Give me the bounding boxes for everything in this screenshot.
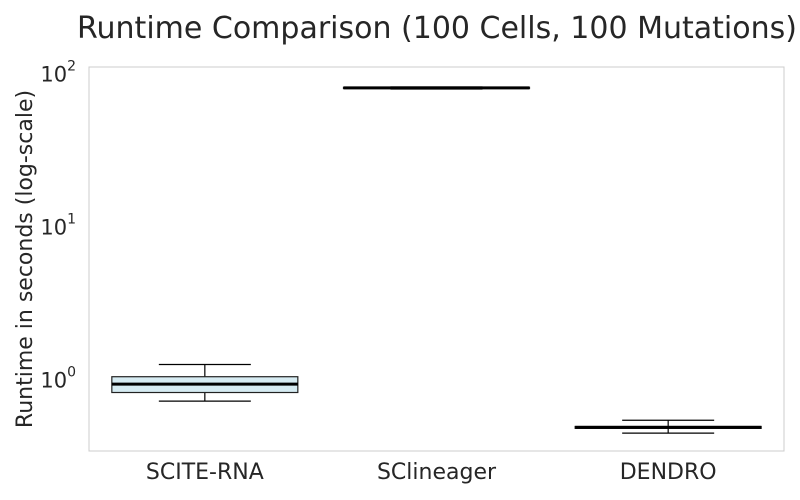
box-scite-rna	[111, 363, 299, 402]
box-sclineager	[342, 86, 531, 90]
y-tick-base-2: 10	[40, 62, 67, 86]
boxes	[111, 86, 762, 434]
y-tick-label-1: 101	[40, 211, 76, 239]
x-tick-labels: SCITE-RNA SClineager DENDRO	[146, 460, 717, 485]
y-tick-label-2: 102	[40, 58, 76, 86]
y-tick-exp-1: 1	[67, 211, 76, 227]
y-axis-label: Runtime in seconds (log-scale)	[13, 90, 38, 428]
chart-title: Runtime Comparison (100 Cells, 100 Mutat…	[77, 11, 797, 46]
y-tick-exp-0: 0	[67, 364, 76, 380]
y-tick-label-0: 100	[40, 364, 76, 392]
y-tick-exp-2: 2	[67, 58, 76, 74]
x-tick-label-1: SClineager	[377, 460, 497, 485]
y-tick-base-0: 10	[40, 368, 67, 392]
box-dendro	[574, 419, 762, 434]
x-tick-label-0: SCITE-RNA	[146, 460, 264, 485]
x-tick-label-2: DENDRO	[620, 460, 717, 485]
y-tick-base-1: 10	[40, 215, 67, 239]
plot-area	[88, 66, 785, 452]
